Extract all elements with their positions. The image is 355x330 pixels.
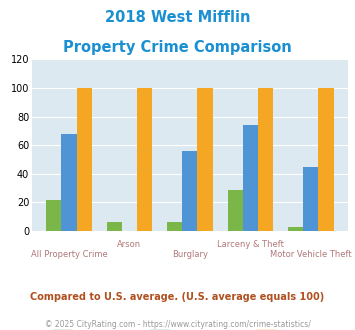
Bar <box>318 88 334 231</box>
Bar <box>182 151 197 231</box>
Bar <box>137 88 152 231</box>
Bar <box>61 134 77 231</box>
Text: 2018 West Mifflin: 2018 West Mifflin <box>105 10 250 25</box>
Bar <box>288 227 303 231</box>
Text: Motor Vehicle Theft: Motor Vehicle Theft <box>270 249 352 259</box>
Bar <box>77 88 92 231</box>
Bar <box>243 125 258 231</box>
Text: Burglary: Burglary <box>172 249 208 259</box>
Text: © 2025 CityRating.com - https://www.cityrating.com/crime-statistics/: © 2025 CityRating.com - https://www.city… <box>45 320 310 329</box>
Bar <box>107 222 122 231</box>
Text: Larceny & Theft: Larceny & Theft <box>217 240 284 248</box>
Bar <box>197 88 213 231</box>
Bar <box>167 222 182 231</box>
Text: All Property Crime: All Property Crime <box>31 249 107 259</box>
Text: Property Crime Comparison: Property Crime Comparison <box>63 40 292 54</box>
Bar <box>258 88 273 231</box>
Text: Compared to U.S. average. (U.S. average equals 100): Compared to U.S. average. (U.S. average … <box>31 292 324 302</box>
Text: Arson: Arson <box>118 240 142 248</box>
Legend: West Mifflin, Pennsylvania, National: West Mifflin, Pennsylvania, National <box>49 325 331 330</box>
Bar <box>46 200 61 231</box>
Bar <box>303 167 318 231</box>
Bar <box>228 189 243 231</box>
